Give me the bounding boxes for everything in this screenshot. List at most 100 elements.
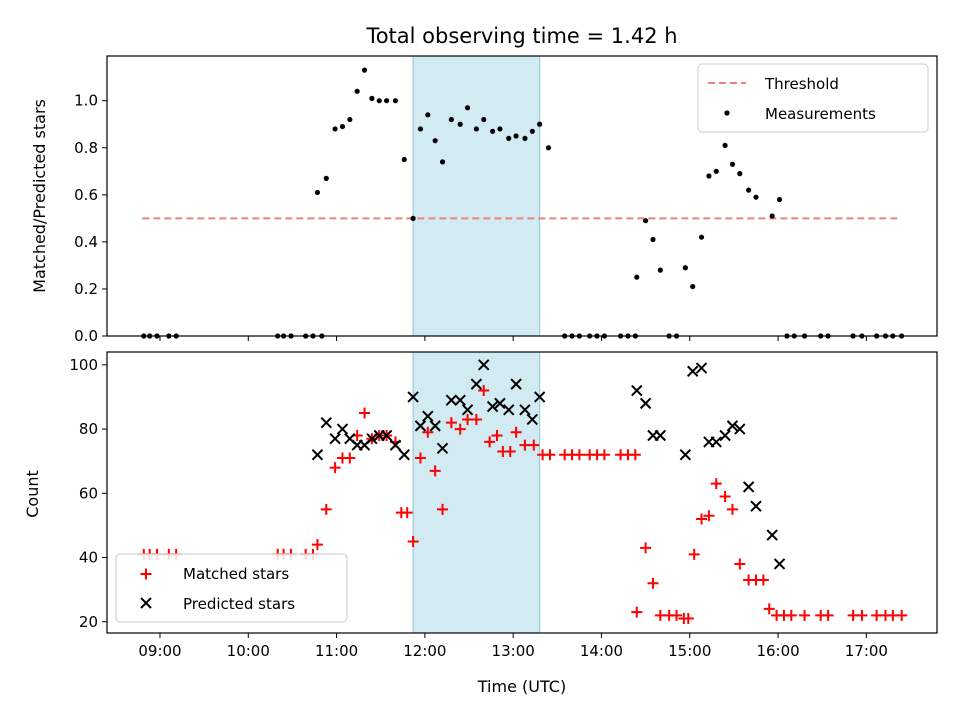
measurement-point [323, 175, 329, 181]
measurement-point [314, 189, 321, 196]
matched-star-point [454, 423, 466, 435]
matched-star-point [671, 609, 683, 621]
predicted-star-point [336, 423, 349, 435]
x-tick-label: 09:00 [138, 642, 181, 660]
predicted-star-point [398, 449, 410, 461]
predicted-star-point [742, 481, 755, 493]
predicted-star-point [470, 378, 483, 390]
predicted-star-point [695, 362, 708, 374]
y-tick-label: 20 [79, 613, 98, 631]
matched-star-point [631, 606, 643, 618]
predicted-star-point [734, 423, 746, 435]
matched-star-point [414, 452, 426, 464]
matched-star-point [445, 417, 457, 429]
x-tick-label: 10:00 [227, 642, 270, 660]
measurement-point [401, 156, 407, 163]
measurement-point [417, 126, 424, 132]
predicted-star-point [687, 365, 699, 377]
measurement-point [529, 128, 535, 134]
measurement-point [392, 98, 399, 104]
predicted-star-point [503, 404, 515, 416]
matched-star-point [478, 385, 490, 397]
measurement-point [513, 133, 519, 139]
observing-window-span [412, 351, 541, 634]
matched-star-point [763, 603, 775, 615]
measurement-point [464, 105, 471, 111]
measurement-point [706, 173, 712, 179]
y-tick-label: 60 [79, 484, 98, 502]
predicted-star-point [766, 529, 778, 541]
predicted-star-point [380, 429, 393, 442]
measurement-point [776, 196, 783, 203]
predicted-star-point [414, 420, 427, 432]
observing-window-span [412, 55, 541, 337]
matched-star-point [682, 613, 694, 625]
matched-star-point [484, 436, 496, 448]
predicted-star-point [719, 429, 731, 442]
x-tick-label: 11:00 [315, 642, 358, 660]
measurement-point [369, 95, 375, 101]
matched-star-point [856, 609, 868, 621]
predicted-star-point [710, 436, 722, 448]
x-tick-label: 17:00 [845, 642, 888, 660]
legend-measurements-label: Measurements [765, 105, 876, 123]
top-legend-box [697, 63, 929, 133]
matched-star-point [822, 609, 834, 621]
measurement-point [347, 116, 353, 123]
measurement-point [643, 218, 649, 224]
matched-star-point [470, 413, 482, 425]
matched-star-point [710, 478, 722, 490]
measurement-point [657, 267, 663, 273]
y-tick-label: 0.8 [74, 139, 98, 157]
measurement-point [722, 142, 728, 149]
axes-frame [106, 351, 938, 634]
y-tick-label: 0.0 [74, 327, 98, 345]
measurement-point [425, 112, 431, 118]
measurement-point [432, 138, 438, 144]
matched-star-point [544, 449, 556, 461]
measurement-point [376, 98, 382, 104]
x-tick-label: 13:00 [492, 642, 535, 660]
predicted-star-point [422, 410, 434, 422]
y-tick-label: 0.2 [74, 280, 98, 298]
matched-star-point [429, 465, 441, 477]
measurement-point [481, 116, 487, 123]
legend-predicted-swatch [140, 597, 152, 609]
matched-star-point [799, 609, 811, 621]
matched-star-point [401, 507, 413, 519]
predicted-star-point [773, 558, 786, 570]
matched-star-point [696, 513, 708, 525]
predicted-star-point [478, 359, 490, 371]
y-tick-label: 0.4 [74, 233, 98, 251]
measurement-point [457, 121, 463, 127]
measurement-point [384, 98, 390, 104]
measurement-point [753, 194, 759, 200]
measurement-point [497, 126, 503, 132]
predicted-star-point [461, 404, 474, 416]
matched-star-point [504, 446, 516, 458]
predicted-star-point [750, 500, 762, 512]
top-y-axis-label: Matched/Predicted stars [30, 99, 49, 293]
measurement-point [545, 145, 552, 151]
matched-star-point [640, 542, 652, 554]
measurement-point [698, 234, 705, 240]
matched-star-point [573, 449, 585, 461]
predicted-star-point [389, 439, 402, 451]
predicted-star-point [679, 449, 692, 461]
x-tick-label: 15:00 [668, 642, 711, 660]
y-tick-label: 40 [79, 549, 98, 567]
predicted-star-point [407, 391, 419, 403]
measurement-point [489, 128, 496, 134]
measurement-point [506, 135, 512, 141]
matched-star-point [437, 503, 449, 515]
legend-threshold-label: Threshold [764, 75, 839, 93]
predicted-star-point [454, 394, 466, 406]
matched-star-point [726, 503, 738, 515]
matched-star-point [422, 426, 434, 438]
measurement-point [354, 88, 360, 94]
predicted-star-point [320, 416, 332, 429]
measurement-point [729, 161, 736, 167]
legend-measurements-swatch [724, 110, 730, 116]
measurement-point [713, 168, 719, 174]
